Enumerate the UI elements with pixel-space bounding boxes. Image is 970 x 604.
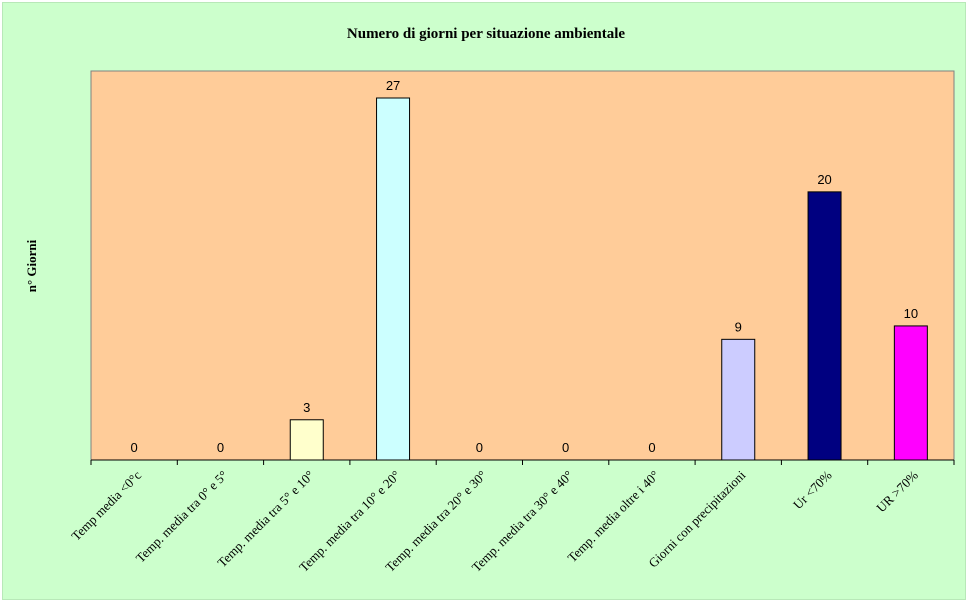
x-ticks-group [90,460,955,465]
bar [807,191,842,461]
data-label: 0 [648,440,655,455]
data-label: 20 [817,172,831,187]
x-tick-label: Temp media <0°c [68,467,144,543]
x-tick-label: Temp. media oltre i 40° [564,468,662,566]
bar [289,419,324,461]
y-axis-label: n° Giorni [24,239,39,292]
bars-group [289,97,928,461]
bar [376,97,411,461]
data-label: 9 [735,319,742,334]
x-tick-label: UR >70% [873,467,921,515]
x-tick-label: Temp. media tra 30° e 40° [469,468,576,575]
x-tick-label: Temp. media tra 5° e 10° [214,468,317,571]
data-label: 27 [386,78,400,93]
chart-title: Numero di giorni per situazione ambienta… [347,26,626,42]
bar [893,325,928,461]
data-label: 3 [303,400,310,415]
data-label: 0 [562,440,569,455]
data-labels-group: 0 0 3 27 0 0 0 9 20 10 [131,78,919,455]
data-label: 10 [904,306,918,321]
data-label: 0 [476,440,483,455]
x-tick-label: Ur <70% [790,467,835,512]
x-tick-label: Giorni con precipitazioni [645,467,748,570]
bar [721,338,756,461]
x-tick-label: Temp. media tra 0° e 5° [133,468,231,566]
data-label: 0 [131,440,138,455]
data-label: 0 [217,440,224,455]
